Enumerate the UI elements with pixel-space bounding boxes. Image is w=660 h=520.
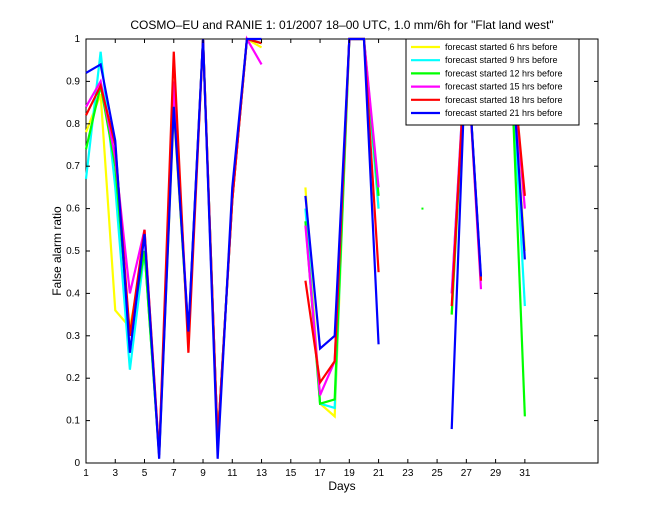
y-tick-label: 0.6	[66, 204, 80, 215]
y-tick-label: 0.7	[66, 161, 80, 172]
x-tick-label: 29	[490, 468, 502, 479]
x-tick-label: 11	[227, 468, 238, 479]
x-tick-label: 15	[285, 468, 297, 479]
x-tick-label: 5	[142, 468, 148, 479]
x-tick-label: 21	[373, 468, 385, 479]
y-tick-label: 0.8	[66, 119, 80, 130]
legend: forecast started 6 hrs before forecast st…	[405, 38, 580, 126]
x-tick-label: 3	[112, 468, 118, 479]
legend-label: forecast started 21 hrs before	[445, 108, 563, 118]
legend-label: forecast started 9 hrs before	[445, 55, 558, 65]
x-tick-label: 9	[200, 468, 206, 479]
legend-box	[405, 38, 580, 126]
series-point	[421, 207, 424, 210]
y-tick-label: 1	[74, 34, 80, 45]
y-tick-label: 0.5	[66, 246, 80, 257]
chart-title: COSMO–EU and RANIE 1: 01/2007 18–00 UTC,…	[130, 18, 553, 32]
x-tick-label: 7	[171, 468, 177, 479]
y-tick-label: 0.1	[66, 416, 80, 427]
y-tick-label: 0	[74, 458, 80, 469]
x-tick-label: 19	[344, 468, 356, 479]
legend-label: forecast started 6 hrs before	[445, 42, 558, 52]
legend-label: forecast started 18 hrs before	[445, 95, 563, 105]
x-tick-label: 1	[83, 468, 89, 479]
series-line	[304, 37, 380, 351]
y-tick-label: 0.2	[66, 373, 80, 384]
x-tick-label: 17	[314, 468, 326, 479]
x-tick-label: 31	[519, 468, 531, 479]
x-tick-label: 23	[402, 468, 414, 479]
x-tick-label: 13	[256, 468, 268, 479]
series-layer	[84, 35, 526, 459]
x-tick-label: 27	[461, 468, 473, 479]
y-tick-label: 0.3	[66, 331, 80, 342]
y-tick-label: 0.4	[66, 288, 80, 299]
x-tick-label: 25	[432, 468, 444, 479]
legend-label: forecast started 12 hrs before	[445, 68, 563, 78]
x-axis-label: Days	[328, 479, 355, 493]
series-line	[85, 37, 262, 459]
y-axis-label: False alarm ratio	[50, 206, 64, 296]
axis-layer: 1 3 5 7 9 11 13 15 17 19 21 23 25 27 29 3100.10.20.30.4…	[66, 34, 598, 479]
legend-label: forecast started 15 hrs before	[445, 82, 563, 92]
y-tick-label: 0.9	[66, 76, 80, 87]
